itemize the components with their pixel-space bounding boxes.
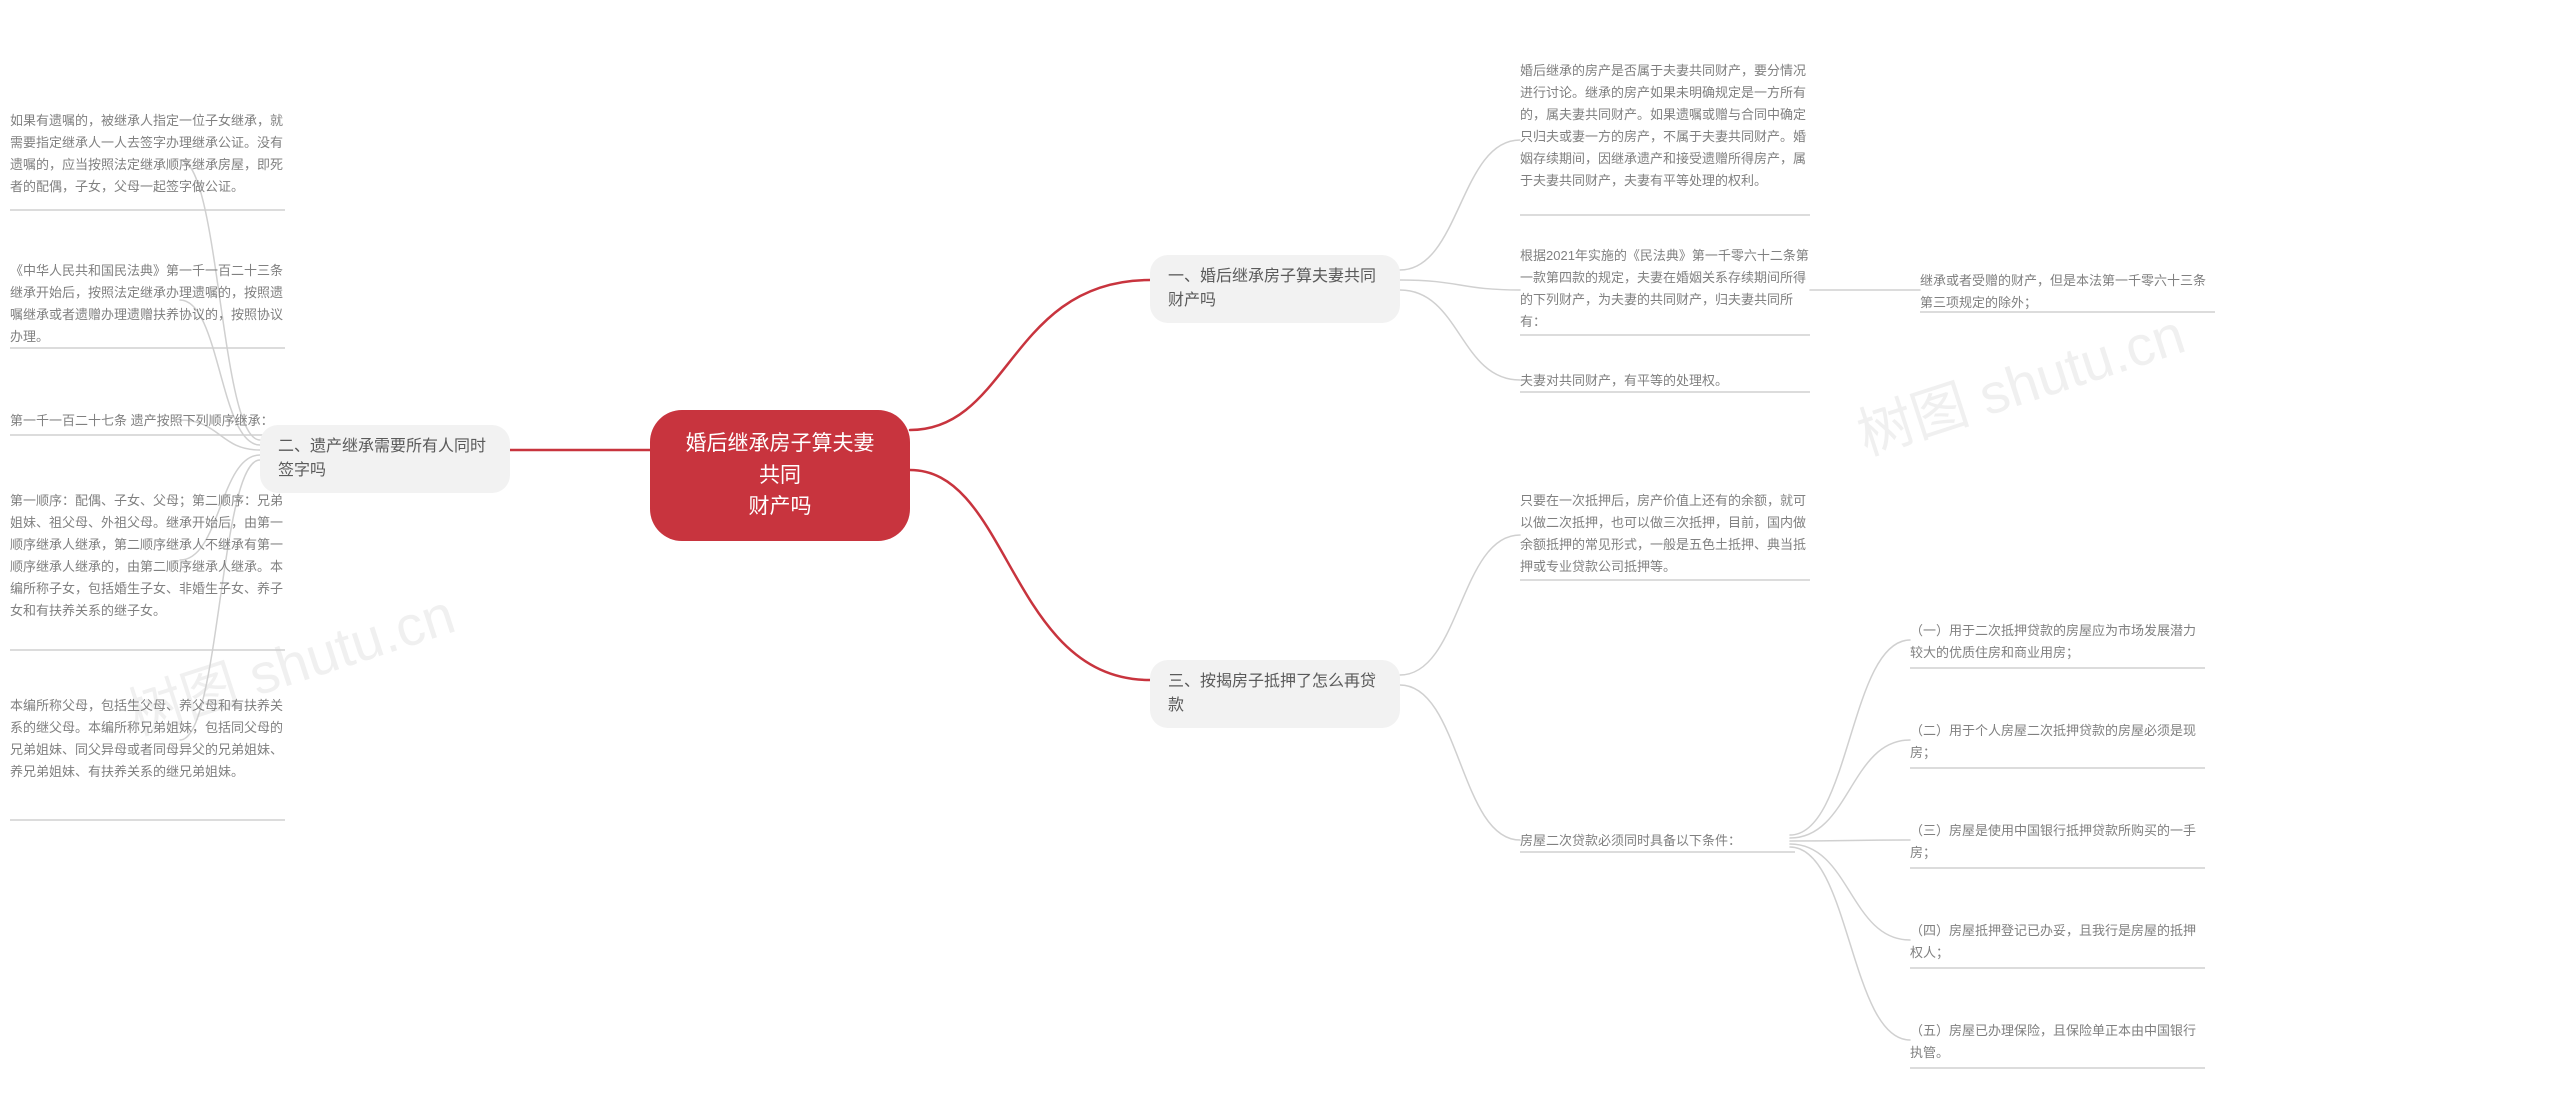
branch-2-leaf-4: 第一顺序：配偶、子女、父母；第二顺序：兄弟姐妹、祖父母、外祖父母。继承开始后，由… xyxy=(10,490,285,623)
branch-3-leaf-1: 只要在一次抵押后，房产价值上还有的余额，就可以做二次抵押，也可以做三次抵押，目前… xyxy=(1520,490,1810,578)
branch-2[interactable]: 二、遗产继承需要所有人同时签字吗 xyxy=(260,425,510,493)
branch-3-item-1: （一）用于二次抵押贷款的房屋应为市场发展潜力较大的优质住房和商业用房； xyxy=(1910,620,2200,664)
branch-2-leaf-5: 本编所称父母，包括生父母、养父母和有扶养关系的继父母。本编所称兄弟姐妹，包括同父… xyxy=(10,695,285,783)
watermark-right: 树图 shutu.cn xyxy=(1846,290,2194,472)
branch-3-label: 三、按揭房子抵押了怎么再贷款 xyxy=(1168,673,1376,714)
branch-3-item-2: （二）用于个人房屋二次抵押贷款的房屋必须是现房； xyxy=(1910,720,2200,764)
branch-2-leaf-2: 《中华人民共和国民法典》第一千一百二十三条 继承开始后，按照法定继承办理遗嘱的，… xyxy=(10,260,285,348)
branch-1[interactable]: 一、婚后继承房子算夫妻共同财产吗 xyxy=(1150,255,1400,323)
branch-1-leaf-2: 根据2021年实施的《民法典》第一千零六十二条第一款第四款的规定，夫妻在婚姻关系… xyxy=(1520,245,1810,333)
branch-1-leaf-1: 婚后继承的房产是否属于夫妻共同财产，要分情况进行讨论。继承的房产如果未明确规定是… xyxy=(1520,60,1810,193)
branch-3-item-4: （四）房屋抵押登记已办妥，且我行是房屋的抵押权人； xyxy=(1910,920,2200,964)
branch-2-leaf-3: 第一千一百二十七条 遗产按照下列顺序继承： xyxy=(10,410,285,432)
branch-1-leaf-2a: 继承或者受赠的财产，但是本法第一千零六十三条第三项规定的除外； xyxy=(1920,270,2210,314)
center-title: 婚后继承房子算夫妻共同 财产吗 xyxy=(686,432,875,518)
branch-3-item-5: （五）房屋已办理保险，且保险单正本由中国银行执管。 xyxy=(1910,1020,2200,1064)
branch-3-leaf-2: 房屋二次贷款必须同时具备以下条件： xyxy=(1520,830,1795,852)
branch-2-leaf-1: 如果有遗嘱的，被继承人指定一位子女继承，就需要指定继承人一人去签字办理继承公证。… xyxy=(10,110,285,198)
branch-3[interactable]: 三、按揭房子抵押了怎么再贷款 xyxy=(1150,660,1400,728)
branch-1-label: 一、婚后继承房子算夫妻共同财产吗 xyxy=(1168,268,1376,309)
branch-1-leaf-3: 夫妻对共同财产，有平等的处理权。 xyxy=(1520,370,1810,392)
branch-2-label: 二、遗产继承需要所有人同时签字吗 xyxy=(278,438,486,479)
branch-3-item-3: （三）房屋是使用中国银行抵押贷款所购买的一手房； xyxy=(1910,820,2200,864)
center-topic[interactable]: 婚后继承房子算夫妻共同 财产吗 xyxy=(650,410,910,541)
